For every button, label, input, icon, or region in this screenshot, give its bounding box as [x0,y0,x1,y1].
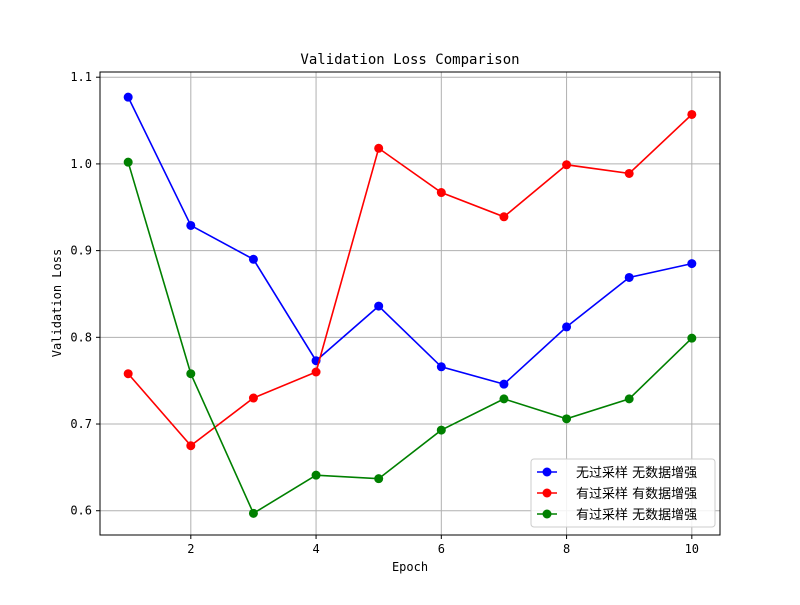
data-point [624,168,634,178]
data-point [624,394,634,404]
y-tick-label: 0.6 [70,504,92,518]
series-line [127,96,692,386]
series-line [127,161,693,515]
series-layer [123,92,697,518]
data-point [687,109,697,119]
data-point [624,272,634,282]
chart-title: Validation Loss Comparison [300,52,519,68]
data-point [499,379,509,389]
x-tick-label: 10 [685,542,699,556]
y-tick-label: 0.7 [70,417,92,431]
legend-label: 有过采样 有数据增强 [576,487,697,502]
data-point [186,220,196,230]
legend-label: 无过采样 无数据增强 [576,466,697,481]
series-line [127,113,693,447]
y-tick-label: 0.9 [70,244,92,258]
data-point [374,143,384,153]
x-axis-label: Epoch [392,560,428,574]
legend-marker [542,509,552,519]
data-point [248,254,258,264]
data-point [687,333,697,343]
data-point [562,414,572,424]
data-point [248,508,258,518]
y-axis-label: Validation Loss [50,249,64,357]
legend-marker [542,467,552,477]
x-tick-label: 4 [312,542,319,556]
series-2 [123,109,697,451]
data-point [123,157,133,167]
legend-label: 有过采样 无数据增强 [576,508,697,523]
grid-lines [100,72,720,535]
x-tick-label: 8 [563,542,570,556]
legend-marker [542,488,552,498]
data-point [374,301,384,311]
data-point [248,393,258,403]
plot-frame [99,71,721,536]
data-point [123,369,133,379]
data-point [687,259,697,269]
data-point [311,470,321,480]
legend-item: 有过采样 有数据增强 [537,487,697,502]
y-tick-label: 1.1 [70,70,92,84]
y-tick-label: 0.8 [70,330,92,344]
data-point [562,322,572,332]
legend-item: 无过采样 无数据增强 [537,466,697,481]
data-point [186,369,196,379]
series-3 [123,157,697,518]
y-tick-label: 1.0 [70,157,92,171]
data-point [562,160,572,170]
data-point [374,474,384,484]
data-point [499,394,509,404]
data-point [436,425,446,435]
data-point [123,92,133,102]
data-point [436,188,446,198]
series-1 [123,92,697,389]
data-point [436,362,446,372]
data-point [186,441,196,451]
data-point [499,212,509,222]
x-tick-label: 2 [187,542,194,556]
legend-item: 有过采样 无数据增强 [537,508,697,523]
axis-ticks: 2 4 6 8 10 0.6 0.7 0.8 0.9 1.0 1.1 [70,70,699,556]
x-tick-label: 6 [438,542,445,556]
data-point [311,367,321,377]
legend-box [530,458,716,528]
